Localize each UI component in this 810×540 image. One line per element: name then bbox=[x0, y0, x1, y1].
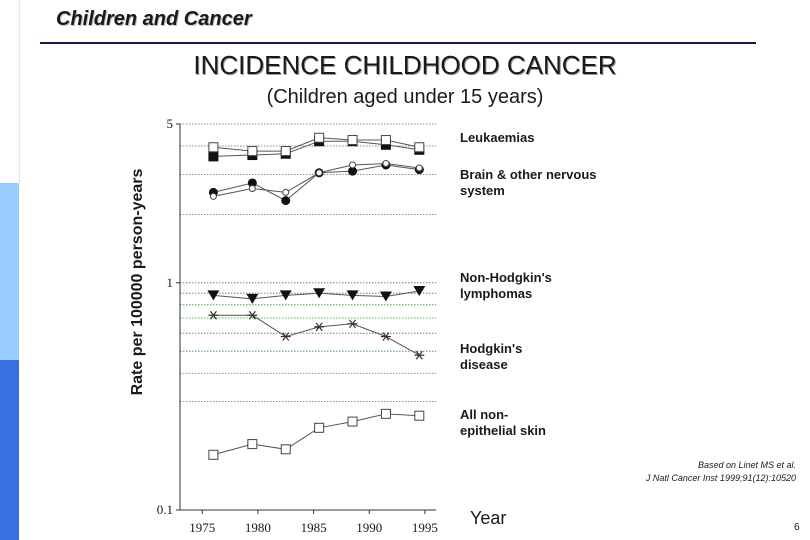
data-point-open-square bbox=[347, 416, 358, 427]
data-point-open-square bbox=[280, 146, 291, 157]
asterisk-stroke bbox=[248, 310, 256, 320]
data-point-open-square bbox=[208, 449, 219, 460]
data-point-filled-triangle bbox=[246, 293, 259, 304]
y-tick-label: 0.1 bbox=[157, 502, 173, 517]
data-point-open-square bbox=[414, 410, 425, 421]
legend-label-leukaemias: Leukaemias bbox=[460, 130, 535, 145]
data-point-open-square bbox=[380, 135, 391, 146]
data-point-asterisk bbox=[347, 319, 358, 329]
legend-label-skin: All non-epithelial skin bbox=[460, 407, 546, 438]
x-tick-label: 1975 bbox=[189, 520, 215, 535]
asterisk-stroke bbox=[415, 350, 423, 360]
data-point-open-square bbox=[280, 444, 291, 455]
asterisk-stroke bbox=[209, 310, 217, 320]
header-divider bbox=[40, 42, 756, 44]
data-point-open-square bbox=[314, 422, 325, 433]
header-title: Children and Cancer bbox=[56, 8, 252, 30]
asterisk-stroke bbox=[349, 319, 357, 329]
data-point-asterisk bbox=[414, 350, 425, 360]
data-point-open-circle bbox=[349, 161, 357, 169]
data-point-open-square bbox=[208, 142, 219, 153]
chart-subtitle: (Children aged under 15 years) bbox=[266, 86, 544, 108]
data-point-open-square bbox=[247, 146, 258, 157]
data-point-open-square bbox=[380, 408, 391, 419]
chart-title: INCIDENCE CHILDHOOD CANCER bbox=[193, 50, 617, 80]
data-point-filled-triangle bbox=[279, 290, 292, 301]
data-point-asterisk bbox=[280, 332, 291, 341]
legend-label-hodgkin: Hodgkin's disease bbox=[460, 341, 523, 372]
data-point-filled-circle bbox=[348, 166, 358, 176]
asterisk-stroke bbox=[315, 322, 323, 332]
asterisk-stroke bbox=[382, 332, 390, 341]
data-point-asterisk bbox=[380, 332, 391, 341]
data-point-asterisk bbox=[208, 310, 219, 320]
data-point-open-circle bbox=[248, 185, 256, 193]
data-point-filled-triangle bbox=[346, 290, 359, 301]
source-line-1: Based on Linet MS et al. bbox=[697, 460, 796, 470]
data-point-filled-square bbox=[208, 151, 219, 162]
sidebar-bottom-block bbox=[0, 360, 19, 540]
data-point-filled-triangle bbox=[379, 291, 392, 302]
data-point-open-circle bbox=[282, 188, 290, 196]
data-point-filled-circle bbox=[281, 196, 291, 206]
data-point-filled-triangle bbox=[313, 288, 326, 299]
data-point-asterisk bbox=[314, 322, 325, 332]
data-point-open-circle bbox=[382, 160, 390, 168]
data-point-open-circle bbox=[315, 169, 323, 177]
asterisk-stroke bbox=[282, 332, 290, 341]
data-point-open-square bbox=[347, 135, 358, 146]
sidebar-middle-block bbox=[0, 183, 19, 360]
data-point-asterisk bbox=[247, 310, 258, 320]
data-point-open-circle bbox=[209, 192, 217, 200]
x-axis-label: Year bbox=[470, 508, 507, 528]
sidebar-top-block bbox=[0, 0, 20, 183]
x-tick-label: 1985 bbox=[301, 520, 327, 535]
data-point-open-circle bbox=[415, 164, 423, 172]
data-point-filled-circle bbox=[247, 178, 257, 188]
series-line bbox=[213, 314, 420, 356]
data-point-filled-triangle bbox=[413, 286, 426, 297]
x-tick-label: 1995 bbox=[412, 520, 438, 535]
data-point-open-square bbox=[247, 439, 258, 450]
legend-label-brain: Brain & other nervous system bbox=[460, 167, 597, 198]
page-number: 6 bbox=[794, 522, 800, 533]
x-tick-label: 1980 bbox=[245, 520, 271, 535]
data-point-open-square bbox=[414, 142, 425, 153]
legend-label-nhl: Non-Hodgkin's lymphomas bbox=[460, 270, 552, 301]
source-line-2: J Natl Cancer Inst 1999;91(12):10520 bbox=[645, 473, 796, 483]
y-tick-label: 5 bbox=[167, 116, 174, 131]
data-point-open-square bbox=[314, 132, 325, 143]
source-citation: Based on Linet MS et al. J Natl Cancer I… bbox=[646, 459, 796, 485]
x-tick-label: 1990 bbox=[356, 520, 382, 535]
y-tick-label: 1 bbox=[167, 275, 174, 290]
series-line bbox=[213, 413, 420, 456]
data-point-filled-triangle bbox=[207, 290, 220, 301]
